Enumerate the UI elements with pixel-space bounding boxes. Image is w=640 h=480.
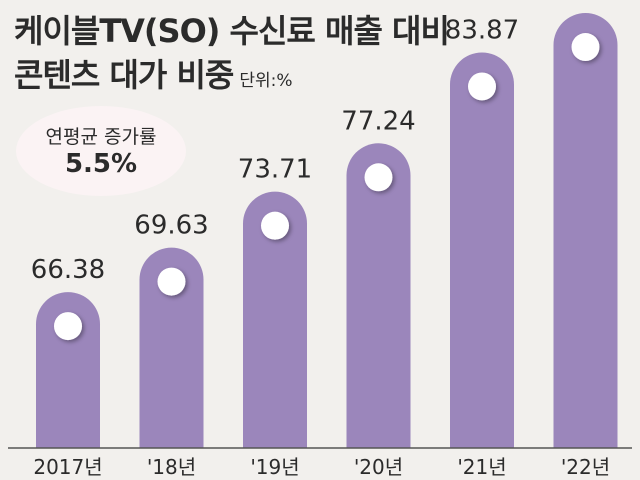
bar-2 [243, 191, 307, 448]
chart-title-line-2: 콘텐츠 대가 비중 단위:% [14, 50, 293, 96]
cagr-annotation: 연평균 증가률 5.5% [16, 106, 186, 196]
chart-title-line-2-text: 콘텐츠 대가 비중 [14, 56, 234, 94]
bar-3 [346, 143, 411, 448]
cagr-label: 연평균 증가률 [45, 126, 157, 148]
unit-label: 단위:% [239, 71, 293, 91]
bar-1 [139, 247, 204, 448]
x-tick-label-2: '19년 [250, 455, 299, 479]
bar-marker-3 [364, 163, 393, 192]
bar-marker-5 [571, 33, 600, 62]
value-label-5: 86.75 [548, 0, 622, 6]
cagr-value: 5.5% [64, 149, 138, 179]
bar-4 [450, 52, 514, 448]
bar-5 [553, 13, 618, 449]
x-tick-label-4: '21년 [457, 455, 506, 479]
bar-marker-1 [157, 267, 186, 296]
value-label-0: 66.38 [31, 255, 105, 285]
value-label-3: 77.24 [341, 106, 415, 136]
bar-0 [36, 292, 100, 448]
x-tick-label-1: '18년 [147, 455, 196, 479]
value-label-1: 69.63 [134, 211, 208, 241]
bar-marker-2 [261, 211, 289, 240]
value-label-4: 83.87 [445, 15, 519, 45]
x-tick-label-0: 2017년 [33, 455, 102, 479]
bar-marker-0 [54, 312, 82, 341]
x-tick-label-3: '20년 [354, 455, 403, 479]
chart-title-line-1: 케이블TV(SO) 수신료 매출 대비 [14, 12, 450, 50]
x-tick-label-5: '22년 [561, 455, 610, 479]
bar-marker-4 [468, 72, 496, 101]
value-label-2: 73.71 [238, 155, 312, 185]
